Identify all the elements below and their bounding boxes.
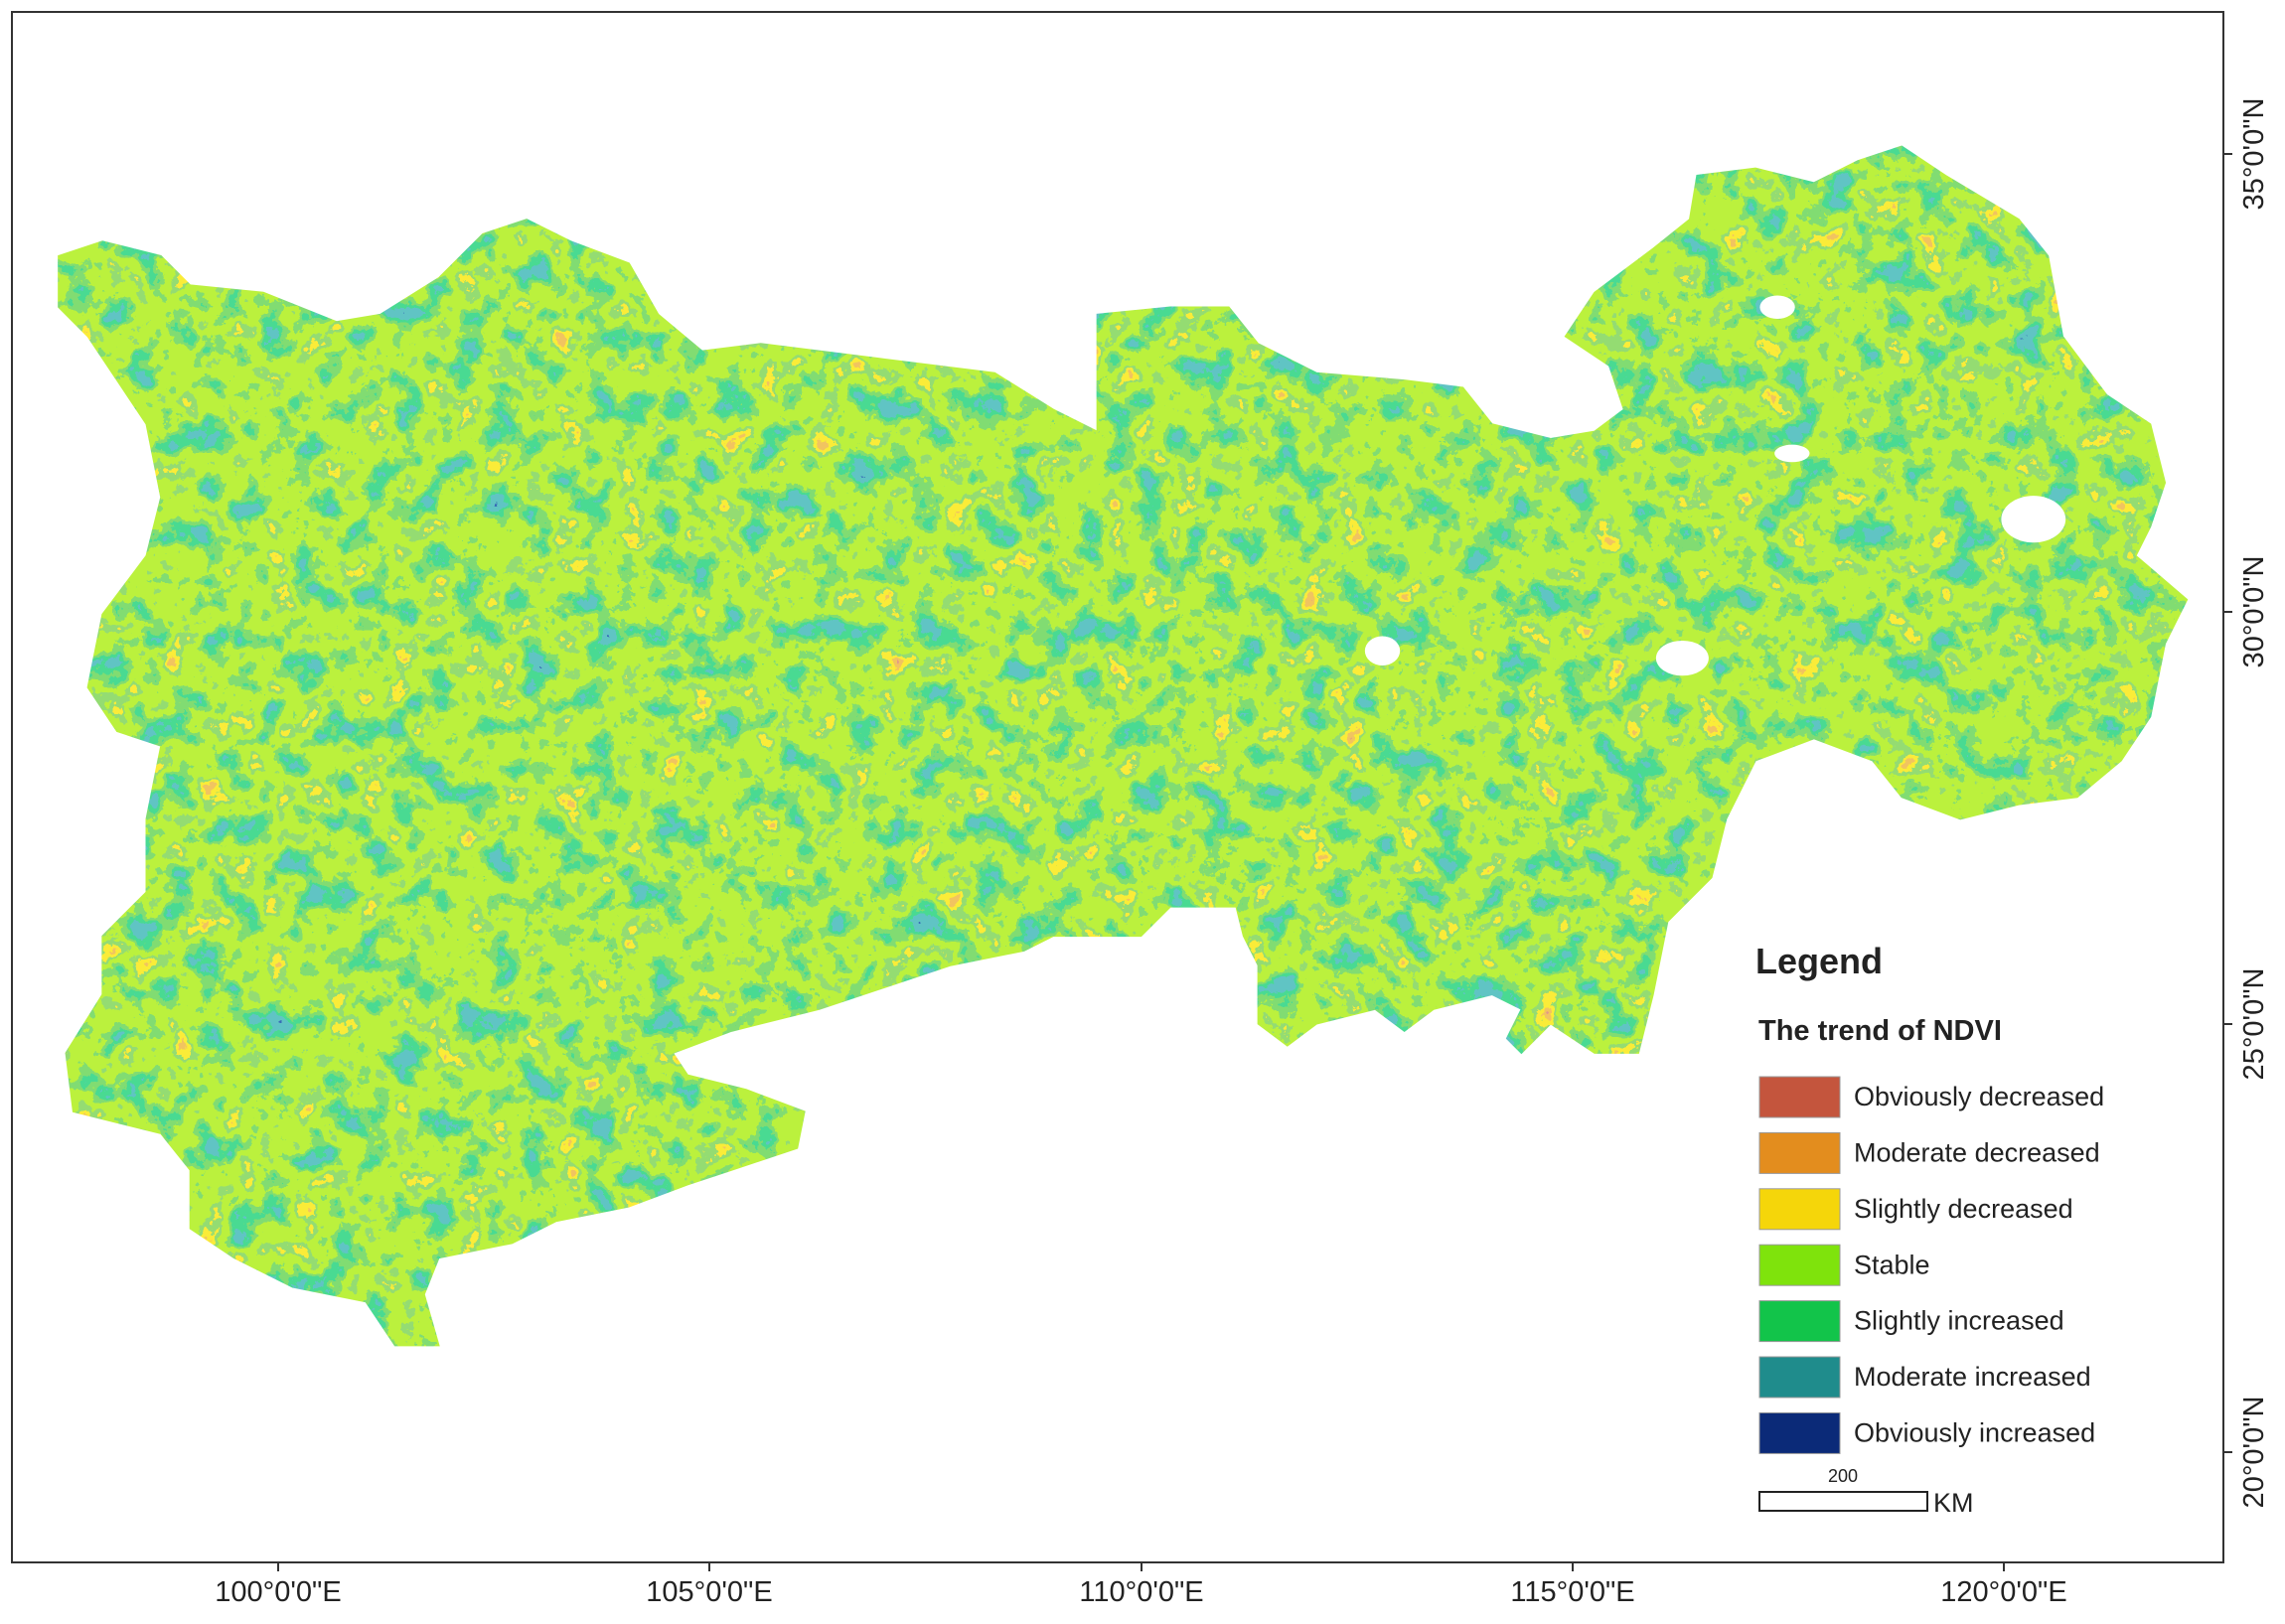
legend-label: Slightly increased [1854, 1306, 2064, 1336]
lon-label: 110°0'0"E [1079, 1576, 1203, 1608]
lat-label: 30°0'0"N [2238, 556, 2270, 668]
legend-subtitle: The trend of NDVI [1758, 1015, 2002, 1047]
lake [2001, 496, 2066, 543]
legend-swatch [1758, 1188, 1841, 1231]
scale-rect [1758, 1491, 1928, 1512]
lon-axis: 100°0'0"E 105°0'0"E 110°0'0"E 115°0'0"E … [215, 1562, 2067, 1608]
legend-title: Legend [1755, 941, 1883, 981]
region [58, 145, 2189, 1347]
lake [1759, 295, 1795, 320]
lake [1774, 444, 1810, 463]
lon-label: 105°0'0"E [646, 1576, 772, 1608]
lat-axis: 35°0'0"N 30°0'0"N 25°0'0"N 20°0'0"N [2223, 98, 2270, 1509]
scale-bar: 200 KM [1758, 1466, 1974, 1518]
legend-swatch [1758, 1411, 1841, 1454]
lon-label: 115°0'0"E [1510, 1576, 1634, 1608]
region-ndvi [58, 145, 2189, 1347]
legend-swatch [1758, 1076, 1841, 1118]
legend-swatch [1758, 1356, 1841, 1399]
lat-label: 20°0'0"N [2238, 1397, 2270, 1509]
legend-swatch [1758, 1244, 1841, 1286]
legend-label: Obviously increased [1854, 1418, 2095, 1448]
legend-label: Moderate decreased [1854, 1138, 2100, 1168]
lat-label: 35°0'0"N [2238, 98, 2270, 211]
legend-swatch [1758, 1131, 1841, 1174]
lat-label: 25°0'0"N [2238, 968, 2270, 1081]
lon-label: 100°0'0"E [215, 1576, 341, 1608]
legend-label: Moderate increased [1854, 1362, 2091, 1392]
lake [1364, 636, 1401, 665]
legend-swatch [1758, 1300, 1841, 1343]
legend-label: Obviously decreased [1854, 1082, 2104, 1111]
legend-label: Stable [1854, 1250, 1930, 1279]
lon-label: 120°0'0"E [1940, 1576, 2066, 1608]
lake [1655, 640, 1709, 676]
legend-label: Slightly decreased [1854, 1194, 2073, 1224]
scale-distance: 200 [1828, 1466, 1858, 1486]
legend: Legend The trend of NDVI Obviously decre… [1755, 941, 2104, 1454]
scale-unit: KM [1933, 1488, 1974, 1518]
